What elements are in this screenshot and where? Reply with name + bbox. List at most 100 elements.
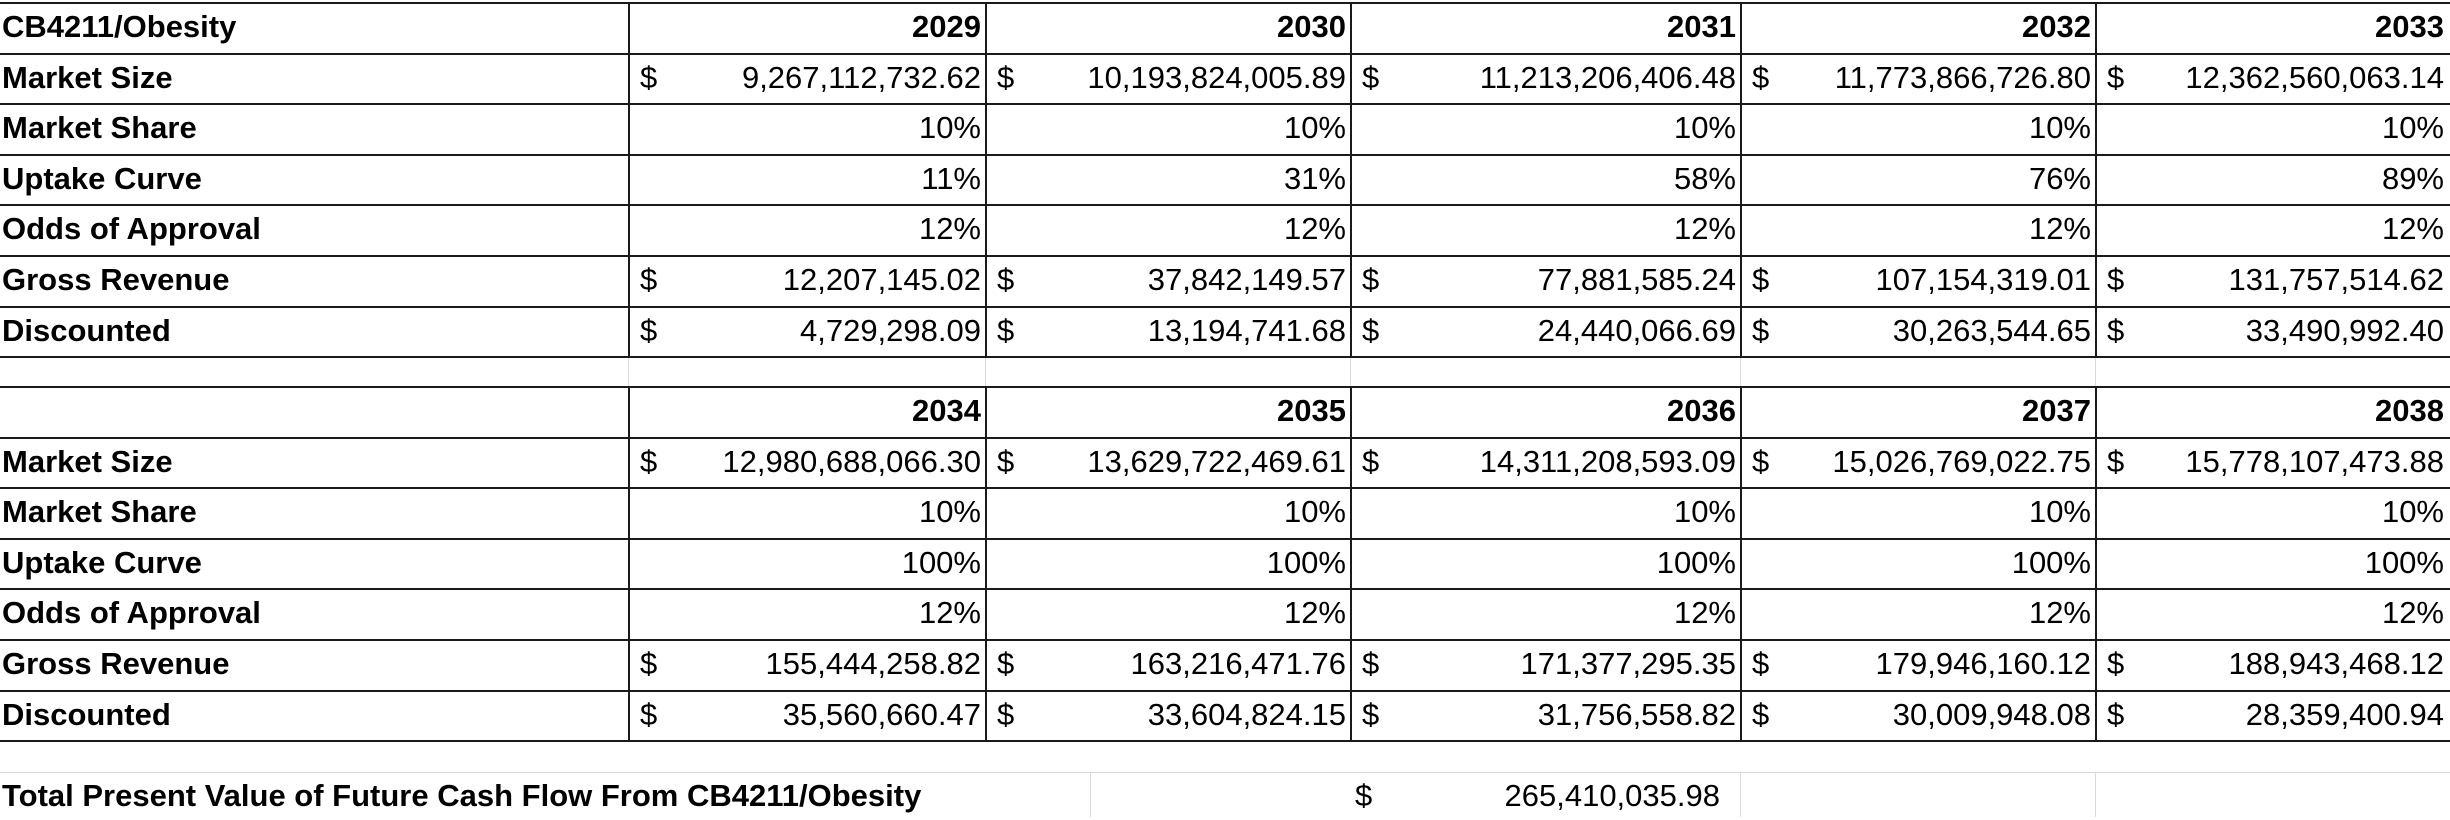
value-cell: 33,490,992.40	[2245, 312, 2444, 348]
table-border	[628, 386, 630, 741]
table-border	[985, 2, 987, 357]
total-label: Total Present Value of Future Cash Flow …	[2, 778, 922, 813]
currency-symbol: $	[997, 443, 1015, 479]
row-label: Gross Revenue	[2, 262, 230, 297]
table-row: Market Size $9,267,112,732.62 $10,193,824,…	[0, 54, 2450, 102]
value-cell: 28,359,400.94	[2245, 696, 2444, 732]
value-cell: 10%	[1673, 494, 1736, 530]
table-border	[0, 305, 2450, 308]
currency-symbol: $	[2107, 59, 2125, 95]
currency-symbol: $	[1752, 696, 1770, 732]
value-cell: 10%	[2028, 110, 2091, 146]
value-cell: 33,604,824.15	[1147, 696, 1346, 732]
value-cell: 163,216,471.76	[1130, 646, 1347, 681]
value-cell: 12,362,560,063.14	[2185, 59, 2444, 95]
currency-symbol: $	[2107, 646, 2125, 681]
value-cell: 10%	[2028, 494, 2091, 530]
value-cell: 179,946,160.12	[1875, 646, 2092, 681]
value-cell: 10%	[918, 110, 981, 146]
value-cell: 10%	[1283, 110, 1346, 146]
table-border	[1740, 2, 1742, 357]
value-cell: 11,773,866,726.80	[1834, 59, 2091, 95]
year-header: 2030	[1277, 9, 1346, 44]
value-cell: 15,778,107,473.88	[2185, 443, 2444, 479]
year-header: 2037	[2022, 393, 2091, 428]
gridline	[1350, 335, 1351, 390]
currency-symbol: $	[640, 59, 658, 95]
value-cell: 35,560,660.47	[782, 696, 981, 732]
table-title: CB4211/Obesity	[2, 9, 237, 44]
row-label: Market Share	[2, 494, 197, 530]
table-border	[0, 204, 2450, 207]
table-border	[628, 2, 630, 357]
table-row: Market Share 10% 10% 10% 10% 10%	[0, 488, 2450, 536]
currency-symbol: $	[1362, 59, 1380, 95]
value-cell: 12%	[2028, 211, 2091, 247]
value-cell: 31%	[1283, 160, 1346, 196]
currency-symbol: $	[1752, 262, 1770, 297]
table-border	[0, 153, 2450, 156]
total-currency: $	[1355, 778, 1373, 813]
gridline	[1740, 335, 1741, 390]
value-cell: 12%	[2381, 595, 2444, 631]
table-border	[0, 386, 2450, 388]
table-border	[1350, 386, 1352, 741]
value-cell: 100%	[901, 544, 981, 580]
value-cell: 11%	[921, 160, 981, 196]
currency-symbol: $	[640, 443, 658, 479]
row-label: Uptake Curve	[2, 160, 202, 196]
value-cell: 11,213,206,406.48	[1479, 59, 1736, 95]
value-cell: 107,154,319.01	[1875, 262, 2092, 297]
header-row: CB4211/Obesity 2029 2030 2031 2032 2033	[0, 3, 2450, 51]
table-border	[2095, 386, 2097, 741]
value-cell: 10%	[2381, 110, 2444, 146]
currency-symbol: $	[1752, 443, 1770, 479]
currency-symbol: $	[1752, 59, 1770, 95]
value-cell: 12%	[918, 595, 981, 631]
table-row: Discounted $4,729,298.09 $13,194,741.68 $24…	[0, 307, 2450, 355]
table-border	[0, 639, 2450, 641]
value-cell: 14,311,208,593.09	[1479, 443, 1736, 479]
year-header: 2034	[912, 393, 981, 428]
year-header: 2029	[912, 9, 981, 44]
row-label: Market Size	[2, 59, 173, 95]
table-border	[0, 356, 2450, 359]
currency-symbol: $	[1362, 696, 1380, 732]
total-row: Total Present Value of Future Cash Flow …	[0, 772, 2450, 820]
currency-symbol: $	[1752, 646, 1770, 681]
currency-symbol: $	[1362, 312, 1380, 348]
value-cell: 13,194,741.68	[1147, 312, 1346, 348]
year-header: 2035	[1277, 393, 1346, 428]
value-cell: 12%	[1673, 211, 1736, 247]
value-cell: 100%	[2011, 544, 2091, 580]
gridline	[1740, 772, 1741, 817]
table-border	[0, 255, 2450, 257]
value-cell: 12%	[1283, 595, 1346, 631]
row-label: Uptake Curve	[2, 544, 202, 580]
year-header: 2031	[1667, 9, 1736, 44]
currency-symbol: $	[997, 696, 1015, 732]
value-cell: 10%	[2381, 494, 2444, 530]
row-label: Gross Revenue	[2, 646, 230, 681]
row-label: Market Share	[2, 110, 197, 146]
currency-symbol: $	[2107, 443, 2125, 479]
table-border	[2095, 2, 2097, 357]
gridline	[2095, 335, 2096, 390]
total-value: 265,410,035.98	[1504, 778, 1721, 813]
value-cell: 12%	[2381, 211, 2444, 247]
value-cell: 4,729,298.09	[799, 312, 981, 348]
value-cell: 12,980,688,066.30	[722, 443, 981, 479]
value-cell: 100%	[1266, 544, 1346, 580]
table-border	[0, 436, 2450, 439]
value-cell: 10%	[1283, 494, 1346, 530]
table-border	[0, 537, 2450, 540]
table-row: Uptake Curve 100% 100% 100% 100% 100%	[0, 539, 2450, 587]
value-cell: 12%	[1673, 595, 1736, 631]
table-border	[1350, 2, 1352, 357]
value-cell: 37,842,149.57	[1147, 262, 1346, 297]
value-cell: 76%	[2028, 160, 2091, 196]
currency-symbol: $	[997, 646, 1015, 681]
table-row: Market Share 10% 10% 10% 10% 10%	[0, 104, 2450, 152]
currency-symbol: $	[997, 312, 1015, 348]
table-border	[0, 740, 2450, 743]
